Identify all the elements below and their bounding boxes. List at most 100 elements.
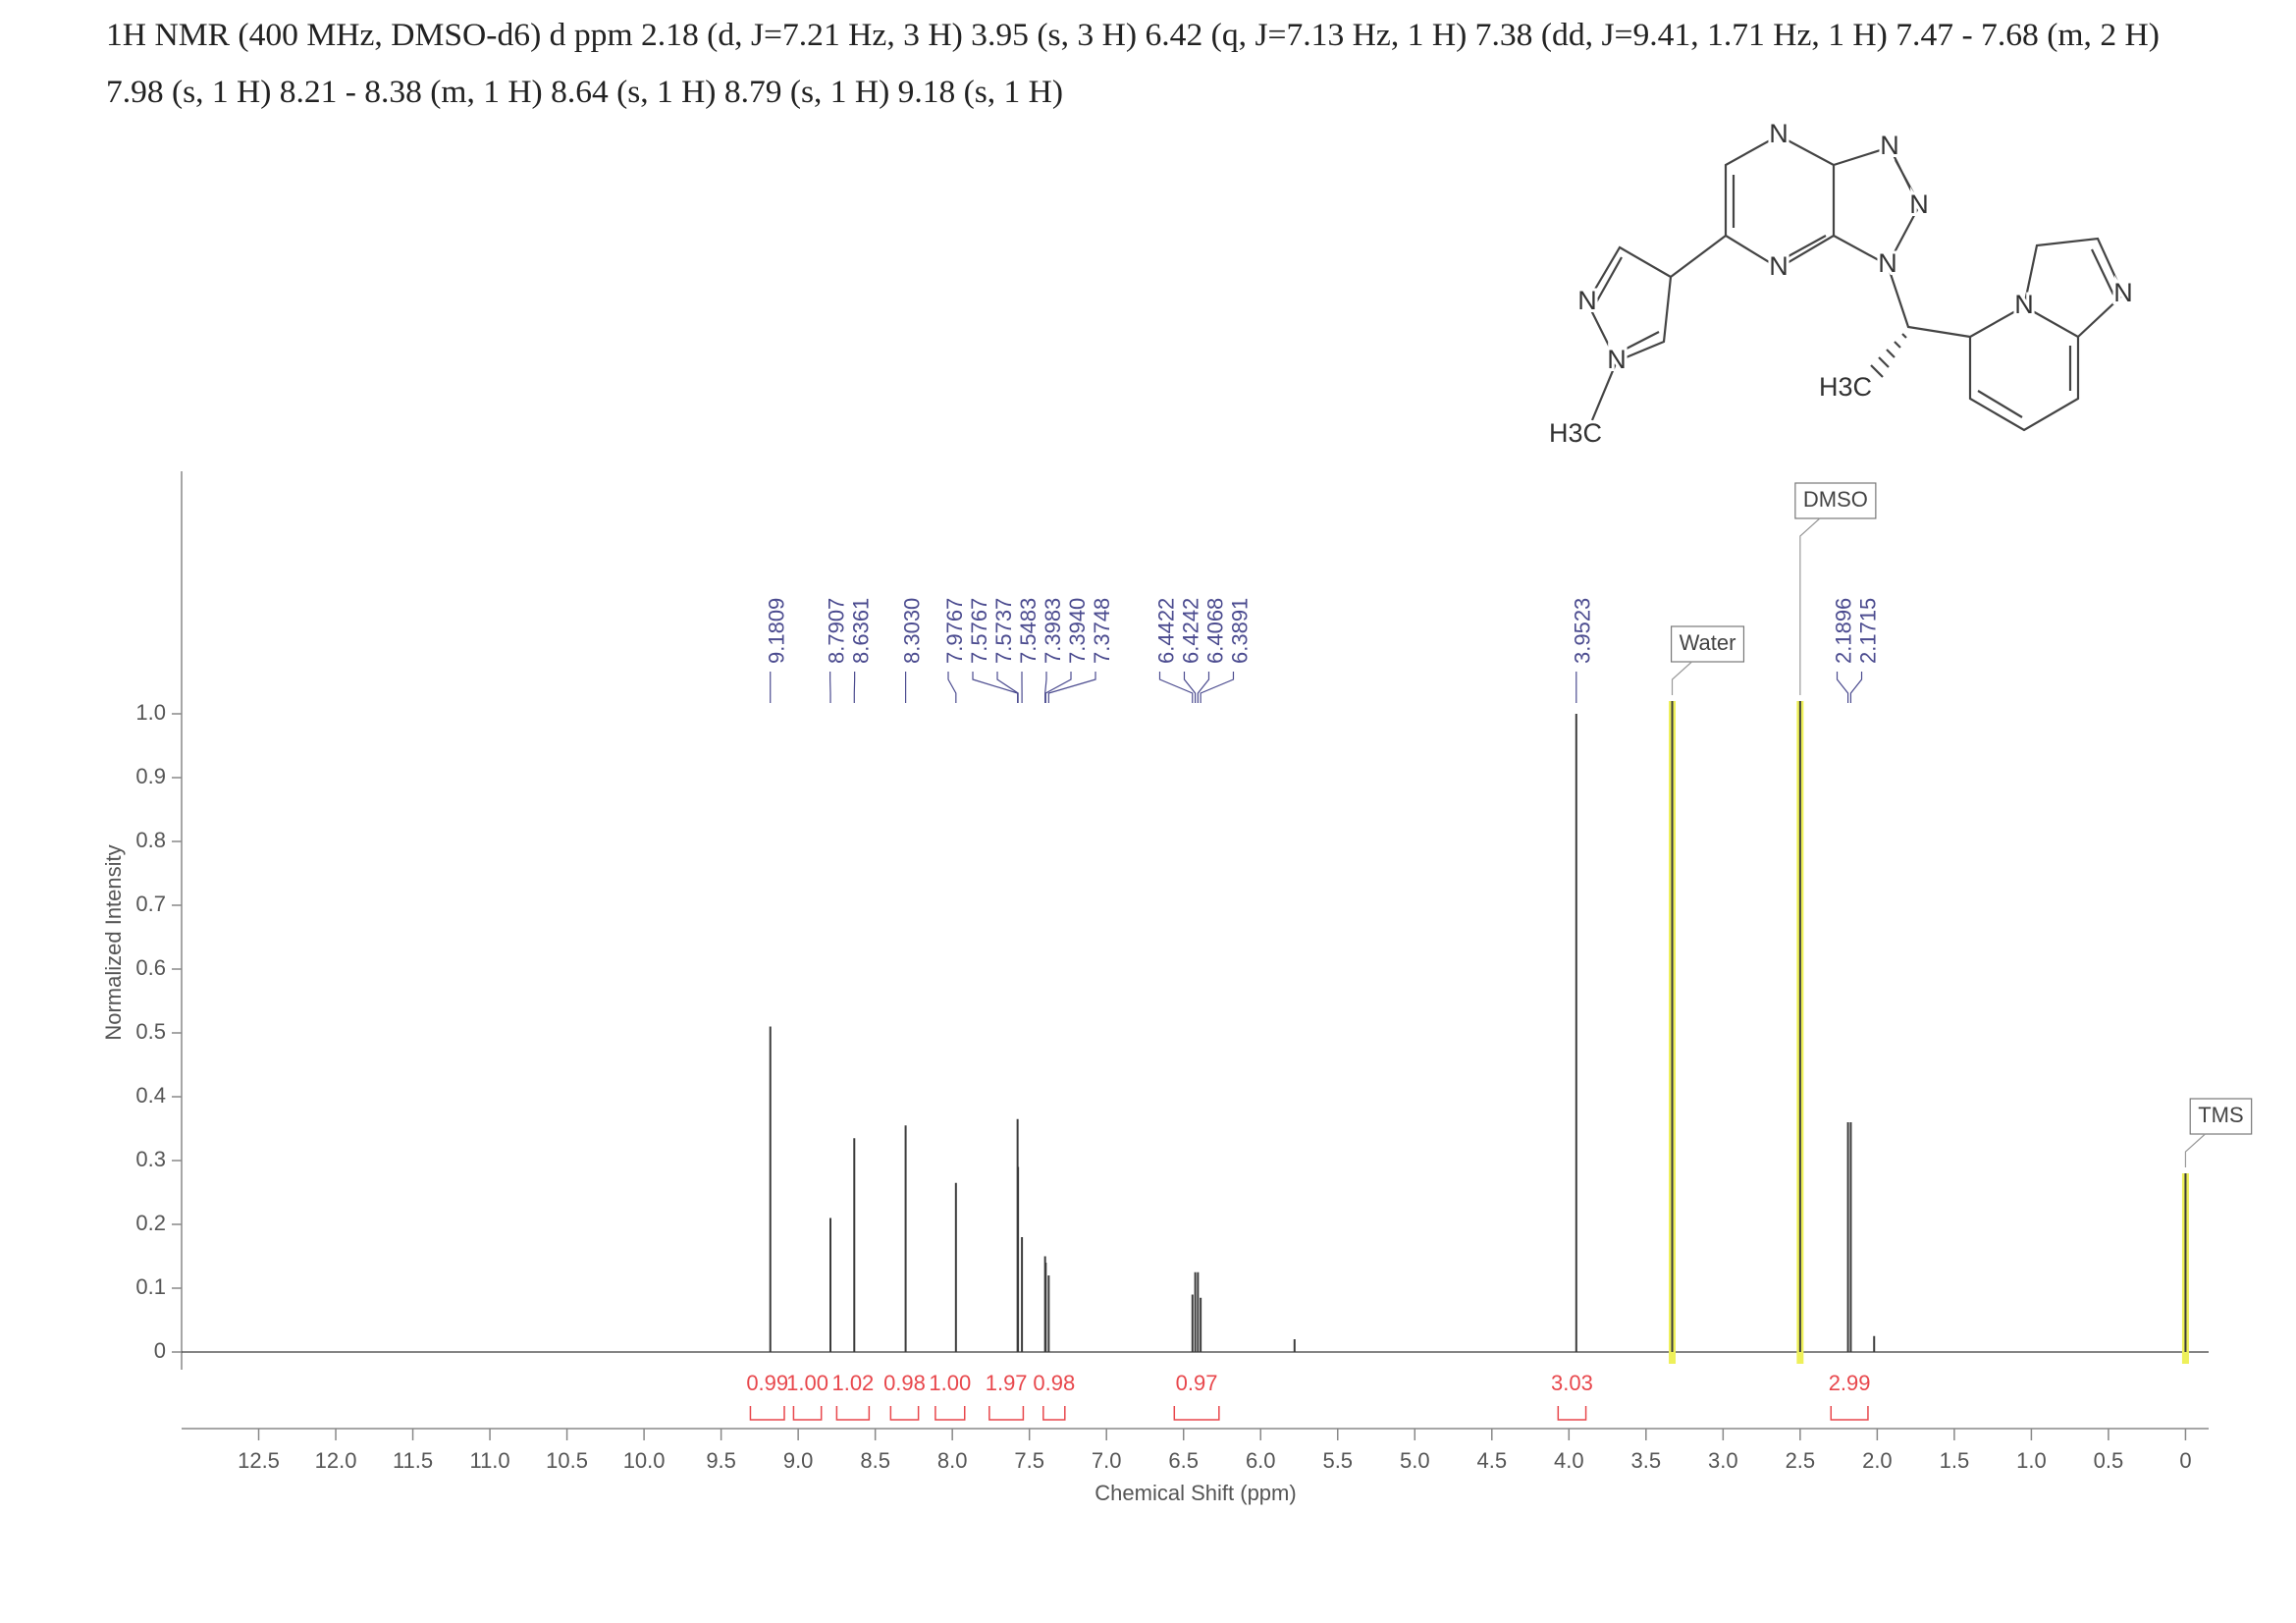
atom-label: N <box>2014 290 2034 319</box>
leader-line <box>1200 672 1235 703</box>
atom-label: N <box>1878 248 1897 278</box>
integral-label: 0.98 <box>883 1371 926 1395</box>
leader-line <box>1158 672 1194 703</box>
x-tick-label: 7.5 <box>1014 1448 1044 1473</box>
bonds <box>1585 134 2125 432</box>
x-tick-label: 0.5 <box>2094 1448 2124 1473</box>
x-tick-label: 2.5 <box>1786 1448 1816 1473</box>
leader-line <box>972 672 1019 703</box>
y-tick-label: 0.4 <box>135 1083 166 1108</box>
header-line: 7.98 (s, 1 H) 8.21 - 8.38 (m, 1 H) 8.64 … <box>106 75 1063 110</box>
atom-label: N <box>1577 286 1597 315</box>
peak-label: 6.4242 <box>1178 598 1202 664</box>
integral-label: 1.00 <box>929 1371 971 1395</box>
x-tick-label: 9.0 <box>783 1448 814 1473</box>
integral-bracket <box>934 1406 966 1421</box>
annotation-pointer <box>2184 1133 2206 1167</box>
integral-bracket <box>1042 1406 1066 1421</box>
atom-label: N <box>1607 345 1627 374</box>
x-tick-label: 5.5 <box>1322 1448 1353 1473</box>
x-tick-label: 4.0 <box>1554 1448 1584 1473</box>
x-tick-label: 1.5 <box>1940 1448 1970 1473</box>
integral-label: 1.02 <box>831 1371 874 1395</box>
atom-label: H3C <box>1819 372 1872 402</box>
peak-label: 8.3030 <box>899 598 924 664</box>
peak-label: 7.3940 <box>1065 598 1090 664</box>
leader-line <box>996 672 1019 703</box>
y-tick-label: 0.2 <box>135 1211 166 1235</box>
peak-label: 9.1809 <box>765 598 789 664</box>
annotation-label: TMS <box>2198 1103 2243 1127</box>
annotation-box <box>1670 625 1745 663</box>
x-tick-label: 8.5 <box>860 1448 890 1473</box>
leader-line <box>1849 672 1863 703</box>
leader-line <box>1183 672 1197 703</box>
x-tick-label: 9.5 <box>706 1448 736 1473</box>
peak-label: 6.4068 <box>1202 598 1227 664</box>
y-axis-title: Normalized Intensity <box>101 844 126 1040</box>
annotation-label: DMSO <box>1803 487 1868 512</box>
atom-label: N <box>1880 131 1899 160</box>
peak-label: 7.5483 <box>1016 598 1041 664</box>
integral-bracket <box>792 1406 823 1421</box>
peak-label: 7.3983 <box>1041 598 1065 664</box>
annotation-box <box>2189 1098 2253 1135</box>
atom-label: N <box>1909 189 1929 219</box>
y-tick-label: 0.8 <box>135 828 166 852</box>
peak-label: 7.5737 <box>991 598 1016 664</box>
x-tick-label: 2.0 <box>1862 1448 1893 1473</box>
integral-bracket <box>1830 1406 1869 1421</box>
x-tick-label: 7.0 <box>1092 1448 1122 1473</box>
x-tick-label: 11.5 <box>393 1448 433 1473</box>
integral-bracket <box>1173 1406 1220 1421</box>
integral-bracket <box>835 1406 871 1421</box>
peak-label: 7.9767 <box>942 598 967 664</box>
x-tick-label: 6.0 <box>1246 1448 1276 1473</box>
x-tick-label: 3.0 <box>1708 1448 1738 1473</box>
atom-label: H3C <box>1549 418 1602 448</box>
peak-label: 8.7907 <box>824 598 848 664</box>
y-tick-label: 0.1 <box>135 1274 166 1299</box>
y-tick-label: 0.3 <box>135 1147 166 1171</box>
y-tick-label: 0.7 <box>135 892 166 916</box>
x-tick-label: 4.5 <box>1476 1448 1507 1473</box>
y-tick-label: 0.6 <box>135 955 166 980</box>
peak-label: 8.6361 <box>848 598 873 664</box>
leader-line <box>1836 672 1849 703</box>
x-tick-label: 12.5 <box>238 1448 280 1473</box>
peak-label: 2.1896 <box>1831 598 1855 664</box>
integral-label: 1.97 <box>986 1371 1028 1395</box>
integral-label: 0.97 <box>1176 1371 1218 1395</box>
atom-label: N <box>1769 119 1789 148</box>
peak-label: 3.9523 <box>1571 598 1595 664</box>
peak-label: 7.5767 <box>967 598 991 664</box>
x-tick-label: 3.5 <box>1631 1448 1662 1473</box>
header-line: 1H NMR (400 MHz, DMSO-d6) d ppm 2.18 (d,… <box>106 18 2160 53</box>
integral-label: 0.99 <box>746 1371 788 1395</box>
atom-label: N <box>1769 251 1789 281</box>
annotation-box <box>1794 482 1877 519</box>
x-tick-label: 0 <box>2179 1448 2191 1473</box>
x-axis-title: Chemical Shift (ppm) <box>1095 1481 1296 1505</box>
x-tick-label: 10.0 <box>623 1448 666 1473</box>
x-tick-label: 5.0 <box>1400 1448 1430 1473</box>
x-tick-label: 10.5 <box>546 1448 588 1473</box>
integral-label: 3.03 <box>1551 1371 1593 1395</box>
integral-label: 1.00 <box>786 1371 828 1395</box>
x-tick-label: 1.0 <box>2016 1448 2047 1473</box>
molecule: N N N N N N N N N H3C H3C <box>1546 116 2136 451</box>
y-tick-label: 0.9 <box>135 764 166 788</box>
integral-label: 0.98 <box>1033 1371 1075 1395</box>
hashed-bond <box>1870 333 1907 378</box>
leader-line <box>1197 672 1210 703</box>
y-tick-label: 0 <box>154 1338 166 1363</box>
annotation-pointer <box>1671 661 1692 695</box>
peak-label: 7.3748 <box>1090 598 1114 664</box>
peak-label: 2.1715 <box>1855 598 1880 664</box>
leader-line <box>947 672 957 703</box>
y-tick-label: 1.0 <box>135 700 166 725</box>
peak-label: 6.3891 <box>1227 598 1252 664</box>
x-tick-label: 6.5 <box>1168 1448 1199 1473</box>
leader-line <box>1044 672 1072 703</box>
leader-line <box>1047 672 1096 703</box>
